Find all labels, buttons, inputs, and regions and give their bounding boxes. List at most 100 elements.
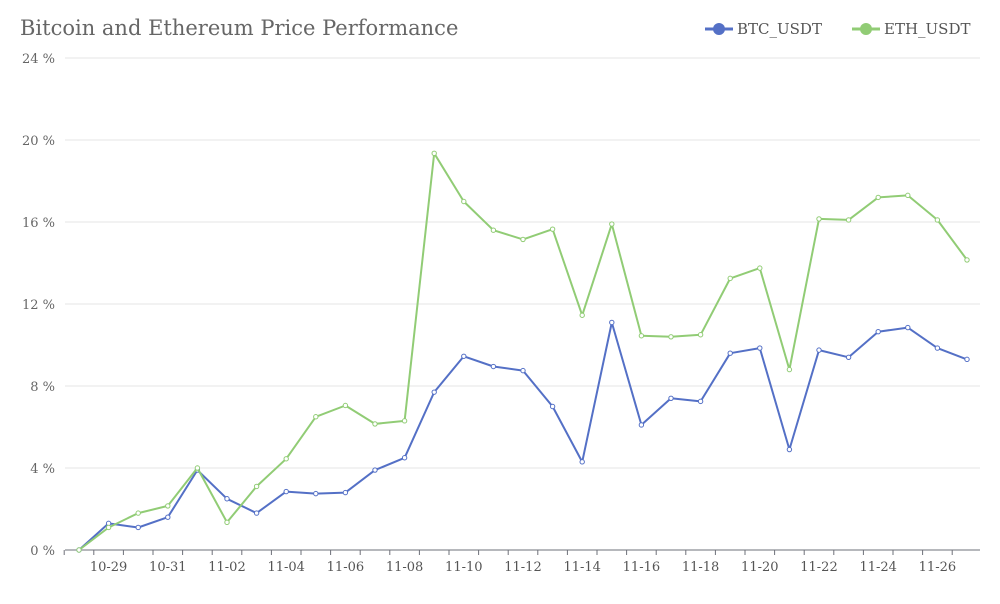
y-tick-label: 16 % [22,216,55,231]
data-point[interactable] [786,366,793,373]
data-point[interactable] [549,226,556,232]
data-point[interactable] [224,519,230,526]
data-point[interactable] [224,496,230,502]
data-point[interactable] [638,333,645,339]
data-point[interactable] [401,418,408,424]
data-point[interactable] [727,350,733,356]
data-point[interactable] [194,465,201,471]
data-point[interactable] [372,467,378,473]
data-point[interactable] [697,332,704,338]
data-point[interactable] [313,414,319,420]
x-axis-tick-labels: 10-29 10-31 11-02 11-04 11-06 11-08 11-10 11-12… [90,560,956,575]
data-point[interactable] [757,345,763,351]
data-point[interactable] [253,510,260,516]
data-point[interactable] [490,227,497,233]
data-point[interactable] [342,489,349,496]
x-tick-label: 11-08 [386,560,423,575]
legend-marker-icon [713,23,725,35]
x-tick-label: 11-04 [267,560,304,575]
x-tick-label: 11-14 [563,560,600,575]
series-lines [76,150,970,553]
data-point[interactable] [609,319,615,326]
legend-marker-icon [860,23,872,35]
data-point[interactable] [253,483,260,490]
data-point[interactable] [461,198,467,205]
data-point[interactable] [549,403,556,410]
legend-label: ETH_USDT [884,20,970,38]
x-tick-label: 11-18 [682,560,719,575]
series-line [78,152,968,551]
data-point[interactable] [609,221,615,227]
y-tick-label: 20 % [22,134,55,149]
data-point[interactable] [964,356,970,363]
data-point[interactable] [313,490,319,497]
y-tick-label: 24 % [22,52,55,67]
data-point[interactable] [934,217,941,223]
legend-label: BTC_USDT [737,20,822,38]
series-btc-usdt [76,319,970,553]
y-tick-label: 0 % [30,544,55,559]
data-point[interactable] [165,503,171,509]
x-tick-label: 11-24 [859,560,896,575]
y-axis-tick-labels: 0 % 4 % 8 % 12 % 16 % 20 % 24 % [22,52,55,559]
data-point[interactable] [520,367,526,374]
data-point[interactable] [845,217,852,223]
data-point[interactable] [934,345,941,351]
data-point[interactable] [816,347,822,353]
data-point[interactable] [875,328,881,335]
x-tick-label: 11-16 [623,560,660,575]
x-tick-label: 11-22 [800,560,837,575]
x-axis [63,549,980,555]
data-point[interactable] [757,265,763,271]
data-point[interactable] [845,354,852,360]
x-tick-label: 11-12 [504,560,541,575]
data-point[interactable] [135,510,141,516]
x-tick-label: 11-26 [919,560,956,575]
x-tick-label: 11-20 [741,560,778,575]
data-point[interactable] [727,275,733,282]
data-point[interactable] [342,402,349,409]
series-line [78,321,968,551]
x-tick-label: 11-06 [327,560,364,575]
data-point[interactable] [520,236,526,243]
data-point[interactable] [697,398,704,405]
x-tick-label: 11-10 [445,560,482,575]
y-tick-label: 8 % [30,380,55,395]
series-eth-usdt [76,150,970,553]
data-point[interactable] [816,216,822,222]
data-point[interactable] [283,488,289,495]
y-tick-label: 4 % [30,462,55,477]
data-point[interactable] [786,446,793,453]
data-point[interactable] [638,422,645,428]
x-tick-label: 10-31 [149,560,186,575]
x-tick-label: 11-02 [208,560,245,575]
chart-title: Bitcoin and Ethereum Price Performance [20,16,459,40]
data-point[interactable] [372,421,378,427]
data-point[interactable] [579,459,585,465]
x-tick-label: 10-29 [90,560,127,575]
data-point[interactable] [283,456,289,462]
data-point[interactable] [76,547,82,553]
legend[interactable]: BTC_USDT ETH_USDT [705,20,970,38]
data-point[interactable] [135,524,141,531]
data-point[interactable] [461,353,467,359]
data-point[interactable] [875,194,881,201]
data-point[interactable] [579,312,585,318]
data-point[interactable] [905,192,911,199]
legend-item[interactable]: ETH_USDT [852,20,970,38]
data-point[interactable] [490,363,497,370]
data-point[interactable] [165,514,171,520]
data-point[interactable] [668,395,674,401]
y-tick-label: 12 % [22,298,55,313]
data-point[interactable] [905,324,911,331]
data-point[interactable] [401,455,408,461]
data-point[interactable] [431,389,437,395]
grid-lines [65,57,980,469]
data-point[interactable] [668,334,674,340]
data-point[interactable] [431,150,437,157]
legend-item[interactable]: BTC_USDT [705,20,822,38]
data-point[interactable] [105,524,112,531]
data-point[interactable] [964,257,970,263]
